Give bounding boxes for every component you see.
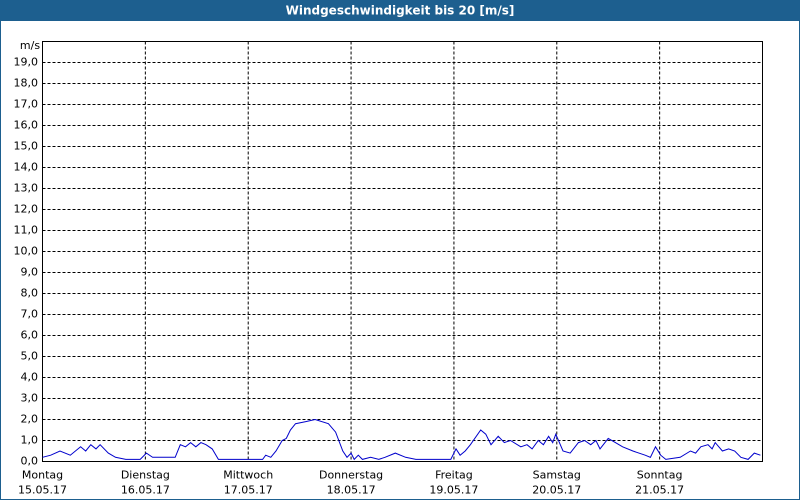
y-tick-label: 13,0: [14, 182, 39, 195]
y-tick-label: 6,0: [21, 329, 39, 342]
x-tick-label: Dienstag: [121, 469, 170, 482]
y-tick-label: 19,0: [14, 56, 39, 69]
y-tick-label: 14,0: [14, 161, 39, 174]
y-tick-label: 18,0: [14, 77, 39, 90]
x-tick-date: 17.05.17: [224, 484, 273, 497]
y-tick-label: 15,0: [14, 140, 39, 153]
y-tick-label: 1,0: [21, 434, 39, 447]
x-tick-label: Montag: [22, 469, 63, 482]
title-bar: [0, 0, 800, 21]
x-tick-label: Mittwoch: [223, 469, 273, 482]
x-tick-label: Donnerstag: [319, 469, 383, 482]
x-tick-date: 19.05.17: [429, 484, 478, 497]
x-tick-date: 16.05.17: [121, 484, 170, 497]
y-tick-label: 10,0: [14, 245, 39, 258]
y-tick-label: 11,0: [14, 224, 39, 237]
x-tick-label: Freitag: [435, 469, 473, 482]
x-tick-date: 15.05.17: [18, 484, 67, 497]
y-unit: m/s: [20, 39, 40, 52]
y-tick-label: 7,0: [21, 308, 39, 321]
y-tick-label: 9,0: [21, 266, 39, 279]
x-tick-date: 18.05.17: [327, 484, 376, 497]
y-tick-label: 17,0: [14, 98, 39, 111]
y-tick-label: 5,0: [21, 350, 39, 363]
y-tick-label: 16,0: [14, 119, 39, 132]
chart-title: Windgeschwindigkeit bis 20 [m/s]: [286, 4, 515, 18]
y-tick-label: 8,0: [21, 287, 39, 300]
data-line: [42, 418, 761, 461]
y-tick-label: 0,0: [21, 455, 39, 468]
y-tick-label: 2,0: [21, 413, 39, 426]
x-tick-date: 21.05.17: [635, 484, 684, 497]
y-tick-label: 4,0: [21, 371, 39, 384]
x-tick-date: 20.05.17: [532, 484, 581, 497]
y-tick-label: 3,0: [21, 392, 39, 405]
y-tick-label: 12,0: [14, 203, 39, 216]
x-tick-label: Sonntag: [637, 469, 683, 482]
x-tick-label: Samstag: [533, 469, 581, 482]
